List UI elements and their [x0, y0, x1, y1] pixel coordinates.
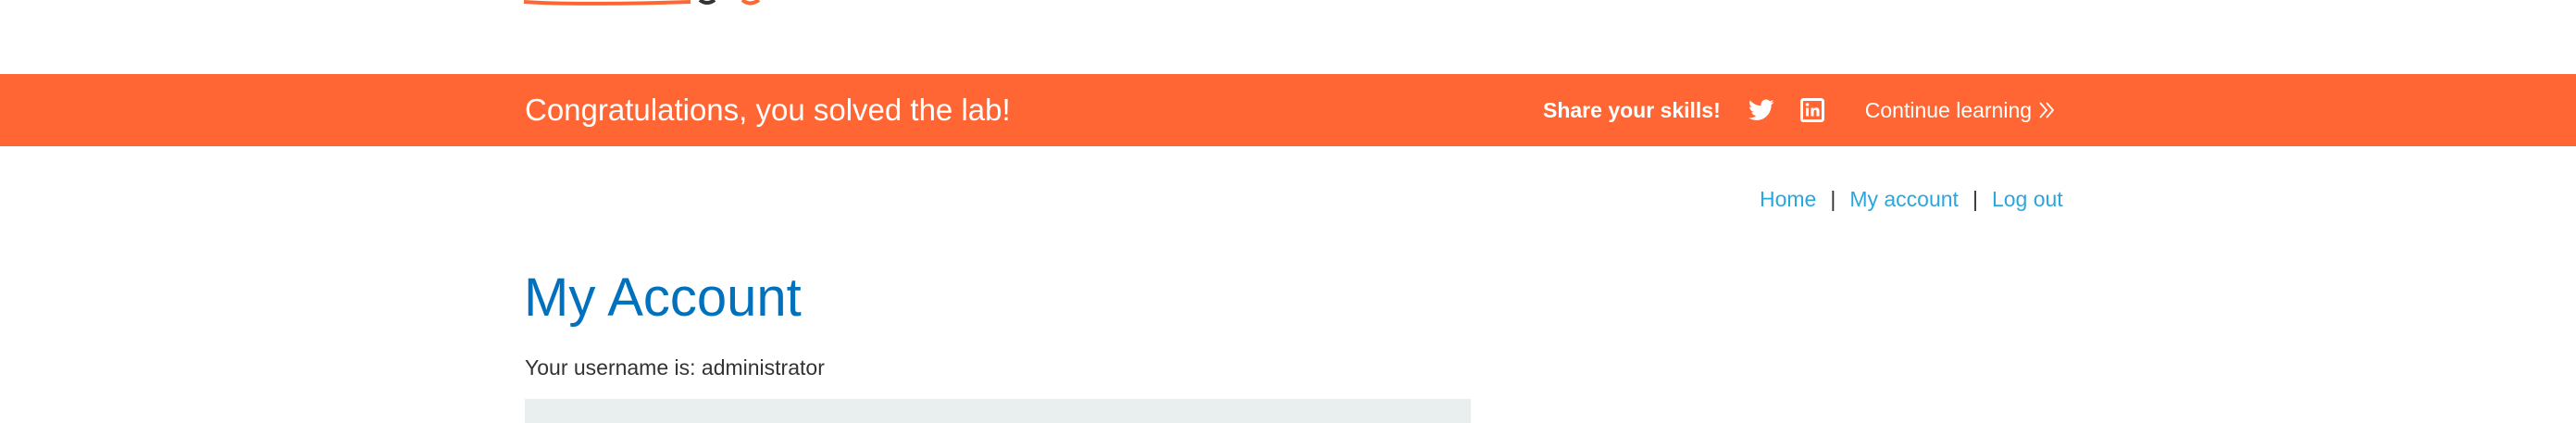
double-chevron-right-icon [2037, 100, 2056, 120]
nav-separator: | [1830, 187, 1836, 211]
account-nav: Home | My account | Log out [1760, 182, 2063, 216]
continue-learning-label: Continue learning [1864, 97, 2033, 122]
share-skills-label: Share your skills! [1543, 97, 1721, 122]
nav-log-out-link[interactable]: Log out [1991, 187, 2063, 211]
nav-separator: | [1972, 187, 1978, 211]
banner-actions: Share your skills! Continue learning [1543, 74, 2056, 146]
continue-learning-link[interactable]: Continue learning [1865, 98, 2056, 123]
account-form-panel [525, 399, 1471, 423]
twitter-icon[interactable] [1748, 99, 1774, 121]
nav-my-account-link[interactable]: My account [1849, 187, 1959, 211]
logo[interactable] [524, 0, 783, 7]
nav-home-link[interactable]: Home [1760, 187, 1817, 211]
logo-graphic [524, 0, 761, 6]
banner-message: Congratulations, you solved the lab! [525, 93, 1011, 127]
page-title: My Account [524, 267, 802, 328]
linkedin-icon[interactable] [1799, 98, 1824, 122]
username-display: Your username is: administrator [525, 355, 825, 379]
lab-solved-banner: Congratulations, you solved the lab! Sha… [0, 74, 2576, 146]
